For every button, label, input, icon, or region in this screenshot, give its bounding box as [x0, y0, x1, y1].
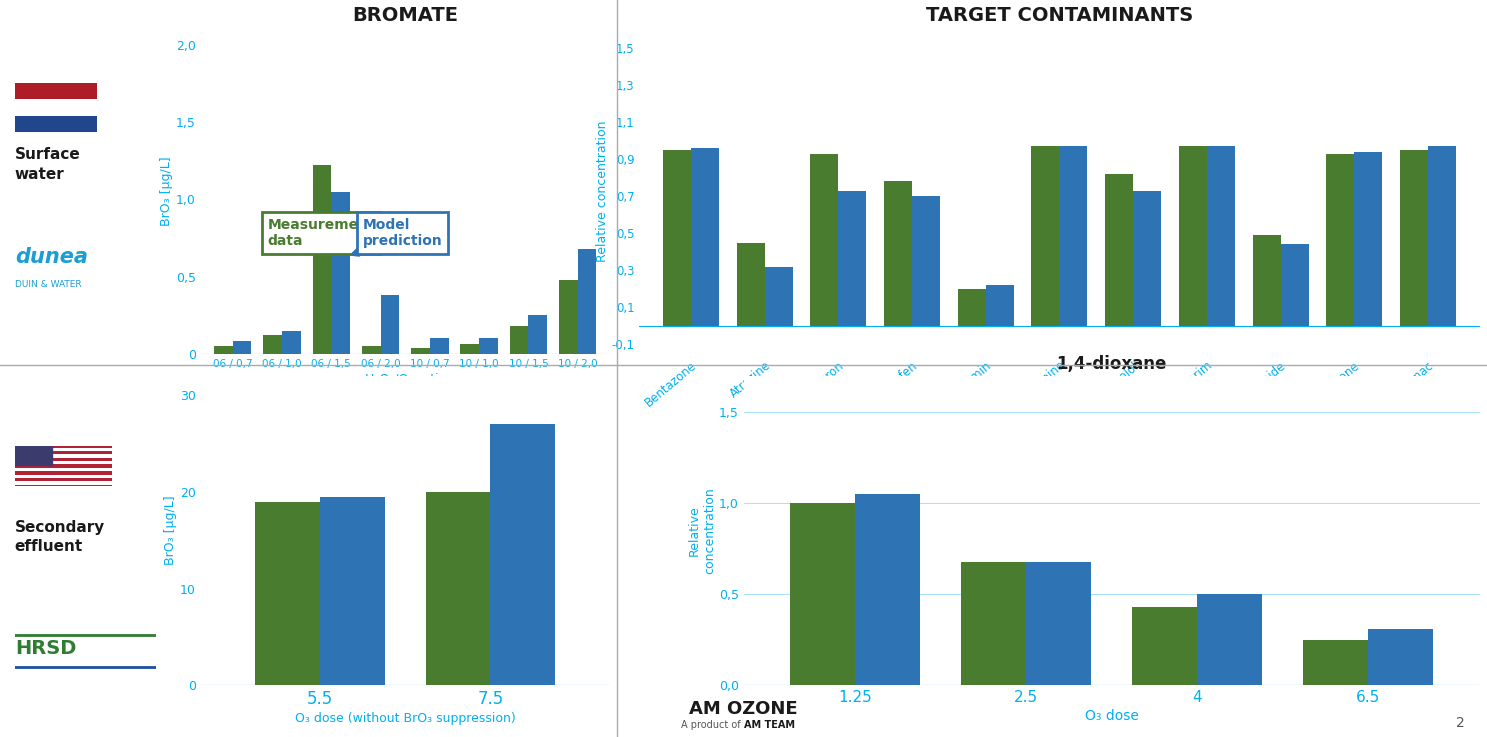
X-axis label: O₃ dose: O₃ dose	[1084, 710, 1139, 724]
Text: Measurement
data: Measurement data	[268, 218, 375, 248]
Bar	[1303, 640, 1368, 685]
Bar	[1368, 629, 1433, 685]
Bar	[425, 492, 491, 685]
Text: A product of: A product of	[681, 719, 744, 730]
Bar	[15, 448, 112, 451]
Bar	[663, 150, 691, 326]
X-axis label: H₂O₂/O₃ ratio: H₂O₂/O₃ ratio	[364, 373, 446, 385]
Text: AM OZONE: AM OZONE	[688, 700, 799, 718]
Bar	[790, 503, 855, 685]
Text: 2: 2	[1456, 716, 1465, 730]
Bar	[1252, 235, 1280, 326]
Bar	[1026, 562, 1091, 685]
Bar	[912, 196, 940, 326]
Bar	[430, 338, 449, 354]
Bar	[15, 446, 52, 464]
Y-axis label: BrO₃ [μg/L]: BrO₃ [μg/L]	[164, 496, 177, 565]
Bar	[263, 335, 283, 354]
Bar	[214, 346, 233, 354]
Bar	[479, 338, 498, 354]
Bar	[855, 495, 920, 685]
Bar	[1197, 594, 1262, 685]
Y-axis label: BrO₃ [μg/L]: BrO₃ [μg/L]	[161, 157, 172, 226]
Bar	[1133, 191, 1161, 326]
Bar	[736, 242, 764, 326]
Text: DUIN & WATER: DUIN & WATER	[15, 280, 82, 289]
Bar	[381, 295, 400, 354]
Y-axis label: Relative
concentration: Relative concentration	[688, 487, 715, 574]
Text: HRSD: HRSD	[15, 638, 76, 657]
Bar	[15, 475, 112, 478]
Bar	[1132, 607, 1197, 685]
Title: TARGET CONTAMINANTS: TARGET CONTAMINANTS	[926, 6, 1193, 25]
Title: BROMATE: BROMATE	[352, 6, 458, 25]
Bar	[1207, 146, 1234, 326]
Bar	[312, 165, 332, 354]
Y-axis label: Relative concentration: Relative concentration	[596, 121, 608, 262]
Bar	[461, 344, 479, 354]
X-axis label: O₃ dose (without BrO₃ suppression): O₃ dose (without BrO₃ suppression)	[294, 713, 516, 725]
Bar	[256, 502, 320, 685]
Bar	[15, 461, 112, 464]
Title: 1,4-dioxane: 1,4-dioxane	[1056, 355, 1167, 373]
Bar	[1179, 146, 1207, 326]
Bar	[885, 181, 912, 326]
Text: Surface
water: Surface water	[15, 147, 80, 182]
Bar	[764, 267, 793, 326]
Bar	[15, 468, 112, 471]
Bar	[839, 191, 867, 326]
Bar	[961, 562, 1026, 685]
Bar	[332, 192, 349, 354]
Text: Model
prediction: Model prediction	[363, 218, 443, 248]
Bar	[1399, 150, 1428, 326]
Bar	[15, 481, 112, 485]
Text: dunea: dunea	[15, 247, 88, 267]
Bar	[691, 148, 720, 326]
Bar	[1355, 152, 1383, 326]
Bar	[1326, 153, 1355, 326]
Bar	[958, 289, 986, 326]
Bar	[320, 497, 385, 685]
Bar	[510, 326, 528, 354]
Bar	[1428, 146, 1456, 326]
Text: AM TEAM: AM TEAM	[744, 719, 794, 730]
Bar	[233, 341, 251, 354]
Bar	[1032, 146, 1059, 326]
Bar	[491, 425, 555, 685]
Bar	[986, 285, 1014, 326]
Bar	[410, 348, 430, 354]
Bar	[283, 331, 300, 354]
Bar	[361, 346, 381, 354]
Bar	[1059, 146, 1087, 326]
Bar	[559, 279, 577, 354]
Bar	[528, 315, 547, 354]
Bar	[15, 455, 112, 458]
Bar	[1105, 174, 1133, 326]
Bar	[577, 249, 596, 354]
Bar	[1280, 245, 1309, 326]
Text: Secondary
effluent: Secondary effluent	[15, 520, 106, 554]
Bar	[810, 153, 839, 326]
